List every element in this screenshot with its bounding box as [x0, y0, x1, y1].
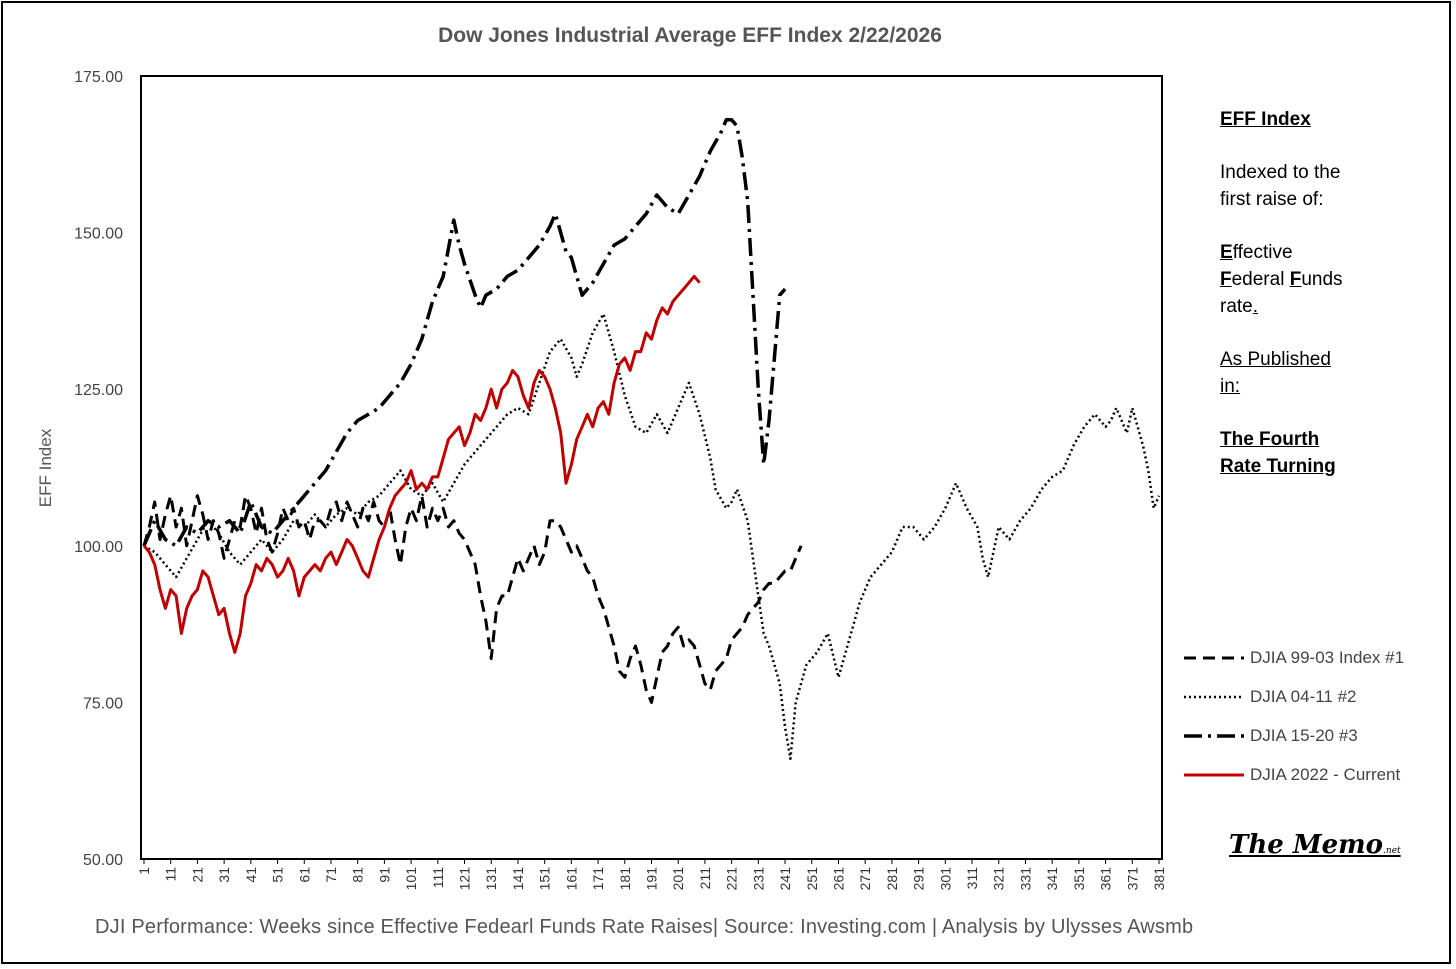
- x-axis-label: DJI Performance: Weeks since Effective F…: [95, 916, 1194, 938]
- x-tick-label: 31: [216, 867, 232, 883]
- x-tick-label: 51: [270, 867, 286, 883]
- legend-swatch: [1184, 656, 1244, 659]
- x-tick-label: 101: [403, 867, 419, 891]
- x-tick-label: 151: [537, 867, 553, 891]
- y-tick-label: 50.00: [83, 852, 123, 869]
- x-tick-label: 281: [884, 867, 900, 891]
- acronym-f2-rest: unds: [1301, 269, 1343, 290]
- legend-label: DJIA 04-11 #2: [1250, 686, 1357, 706]
- plot-border: [140, 75, 1163, 860]
- acronym-e-rest: ffective: [1232, 242, 1293, 263]
- x-tick-label: 81: [350, 867, 366, 883]
- x-tick-label: 191: [644, 867, 660, 891]
- y-tick-label: 75.00: [83, 695, 123, 712]
- x-tick-label: 321: [991, 867, 1007, 891]
- x-axis-ticks: 1 11 21 31 41 51 61 71 81 91 101 111 121 131 141 151 161…: [136, 859, 1167, 890]
- x-tick-label: 111: [430, 867, 446, 888]
- legend-label: DJIA 99-03 Index #1: [1250, 647, 1405, 667]
- chart-title: Dow Jones Industrial Average EFF Index 2…: [438, 24, 942, 47]
- x-tick-label: 311: [964, 867, 980, 890]
- legend-label: DJIA 2022 - Current: [1250, 764, 1401, 784]
- x-tick-label: 131: [483, 867, 499, 891]
- x-tick-label: 21: [189, 867, 205, 883]
- memo-suffix: .net: [1383, 846, 1401, 856]
- x-tick-label: 211: [697, 867, 713, 890]
- series-line-2: [143, 312, 1161, 761]
- legend-swatch: [1184, 733, 1244, 738]
- x-tick-label: 241: [777, 867, 793, 891]
- memo-logo: The Memo.net: [1229, 830, 1401, 860]
- acronym-rate: rate: [1220, 296, 1253, 317]
- legend-item: DJIA 04-11 #2: [1182, 677, 1404, 716]
- x-tick-label: 171: [590, 867, 606, 891]
- x-tick-label: 301: [937, 867, 953, 891]
- x-tick-label: 361: [1098, 867, 1114, 891]
- y-tick-label: 150.00: [74, 226, 123, 243]
- x-tick-label: 71: [323, 867, 339, 883]
- x-tick-label: 271: [857, 867, 873, 891]
- acronym-f: F: [1220, 269, 1232, 290]
- annotation-published: As Published in:: [1220, 349, 1331, 397]
- x-tick-label: 91: [376, 867, 392, 883]
- acronym-f-rest: ederal: [1231, 269, 1290, 290]
- acronym-rate-dot: .: [1252, 296, 1259, 317]
- y-axis-ticks: 50.00 75.00 100.00 125.00 150.00 175.00: [74, 69, 123, 869]
- x-tick-label: 121: [457, 867, 473, 891]
- annotation-box: EFF Index Indexed to the first raise of:…: [1220, 106, 1420, 506]
- memo-text: The Memo: [1229, 830, 1384, 860]
- x-tick-label: 161: [563, 867, 579, 891]
- series-lines: [142, 118, 1161, 761]
- annotation-eff-acronym: Effective Federal Funds rate.: [1220, 239, 1370, 320]
- x-tick-label: 201: [670, 867, 686, 891]
- x-tick-label: 371: [1124, 867, 1140, 891]
- legend-swatch: [1184, 695, 1244, 698]
- legend-item: DJIA 15-20 #3: [1182, 716, 1404, 755]
- x-tick-label: 11: [163, 867, 179, 882]
- y-axis-label: EFF Index: [36, 428, 55, 507]
- y-tick-label: 175.00: [74, 69, 123, 86]
- x-tick-label: 181: [617, 867, 633, 891]
- x-tick-label: 341: [1044, 867, 1060, 891]
- x-tick-label: 381: [1151, 867, 1167, 891]
- x-tick-label: 141: [510, 867, 526, 891]
- x-tick-label: 251: [804, 867, 820, 891]
- x-tick-label: 41: [243, 867, 259, 883]
- x-tick-label: 261: [830, 867, 846, 891]
- x-tick-label: 1: [136, 867, 152, 875]
- chart-legend: DJIA 99-03 Index #1 DJIA 04-11 #2 DJIA 15-…: [1182, 638, 1404, 794]
- y-tick-label: 125.00: [74, 382, 123, 399]
- x-tick-label: 61: [296, 867, 312, 883]
- annotation-indexed: Indexed to the first raise of:: [1220, 162, 1341, 210]
- legend-swatch: [1184, 773, 1244, 776]
- x-tick-label: 221: [724, 867, 740, 891]
- acronym-f2: F: [1289, 269, 1302, 290]
- series-line-1: [142, 494, 803, 704]
- legend-item: DJIA 2022 - Current: [1182, 755, 1404, 794]
- annotation-book: The Fourth Rate Turning: [1220, 429, 1336, 477]
- annotation-heading: EFF Index: [1220, 109, 1311, 130]
- x-tick-label: 331: [1017, 867, 1033, 891]
- legend-item: DJIA 99-03 Index #1: [1182, 638, 1404, 677]
- legend-label: DJIA 15-20 #3: [1250, 725, 1358, 745]
- x-tick-label: 231: [750, 867, 766, 891]
- series-line-4: [142, 274, 701, 654]
- x-tick-label: 291: [911, 867, 927, 891]
- x-tick-label: 351: [1071, 867, 1087, 891]
- y-tick-label: 100.00: [74, 539, 123, 556]
- acronym-e: E: [1220, 242, 1233, 263]
- series-line-3: [142, 118, 787, 548]
